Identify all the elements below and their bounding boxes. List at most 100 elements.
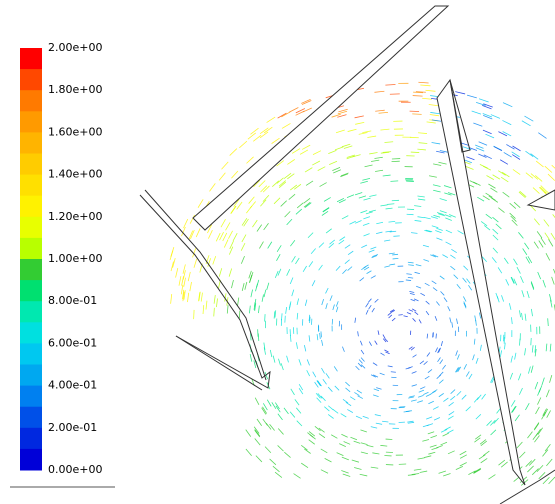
vector [484, 225, 491, 231]
vector [228, 246, 234, 255]
colorbar-label: 2.00e+00 [48, 41, 102, 54]
vector [411, 308, 417, 312]
vector [530, 282, 535, 290]
vector [254, 430, 261, 438]
vector [257, 333, 260, 341]
vector [288, 193, 296, 200]
vector [424, 282, 430, 287]
vector [420, 386, 426, 390]
vector [510, 276, 515, 284]
vector [410, 298, 416, 302]
vector [447, 429, 454, 434]
vector [380, 151, 390, 154]
vector [265, 422, 272, 430]
vector [550, 299, 553, 308]
vector [322, 207, 330, 213]
vector [307, 232, 314, 239]
vector [479, 344, 482, 351]
vector [450, 395, 456, 401]
vector [320, 331, 322, 338]
vector [384, 265, 390, 268]
vector [473, 467, 482, 473]
vector [187, 292, 190, 303]
vector [430, 216, 438, 219]
vector [321, 210, 329, 216]
vector [431, 280, 437, 285]
vector [442, 254, 449, 258]
vector [304, 345, 307, 352]
vector [355, 220, 362, 224]
vector [417, 195, 425, 198]
vector [365, 309, 369, 315]
vector [259, 127, 269, 134]
vector [182, 289, 185, 300]
vector [389, 309, 395, 313]
vector [205, 255, 210, 264]
vector [459, 450, 467, 456]
vector [182, 270, 186, 280]
vector [488, 183, 496, 189]
vector [289, 277, 294, 285]
vector [385, 230, 392, 233]
vector [455, 91, 466, 95]
colorbar-band [20, 90, 42, 112]
vector [301, 462, 309, 468]
vector [353, 440, 361, 444]
vector [466, 94, 477, 99]
vector [413, 91, 424, 94]
vector [425, 89, 436, 92]
vector [411, 371, 417, 374]
vector [308, 335, 311, 342]
wall [144, 189, 267, 381]
vector [521, 312, 523, 321]
vector [241, 217, 248, 226]
vector [438, 470, 447, 474]
vector [373, 388, 380, 392]
vector [372, 254, 379, 257]
vector [514, 352, 517, 360]
vector [181, 276, 184, 286]
vector [295, 342, 298, 349]
colorbar-band [20, 280, 42, 302]
vector [250, 289, 253, 298]
vector [535, 406, 540, 415]
vector [283, 172, 292, 179]
vector [328, 149, 337, 155]
vector [456, 284, 461, 290]
vector [308, 439, 315, 445]
vector [302, 265, 307, 273]
vector [215, 232, 221, 242]
vector [511, 151, 520, 158]
vector [407, 474, 416, 476]
colorbar-band [20, 385, 42, 408]
vector [414, 271, 420, 275]
vector [212, 255, 217, 265]
vector [281, 123, 291, 129]
vector [423, 391, 429, 395]
vector [534, 381, 539, 390]
vector [304, 167, 313, 173]
vector [367, 135, 377, 138]
vector [306, 359, 310, 366]
vector [314, 426, 321, 432]
vector [432, 406, 439, 410]
vector [372, 452, 380, 455]
vector [405, 279, 412, 281]
vector [530, 173, 539, 180]
vector [511, 405, 517, 413]
vector [269, 424, 275, 431]
vector [357, 395, 364, 399]
colorbar-band [20, 69, 42, 91]
vector [426, 333, 429, 339]
vector [503, 257, 509, 264]
vector [354, 467, 362, 470]
vector [382, 334, 386, 339]
vector [254, 438, 261, 446]
vector [413, 468, 422, 471]
vector [437, 357, 441, 363]
vector [368, 209, 376, 213]
vector [274, 471, 283, 478]
vector [425, 300, 430, 305]
vector [363, 197, 371, 201]
vector [465, 166, 474, 170]
